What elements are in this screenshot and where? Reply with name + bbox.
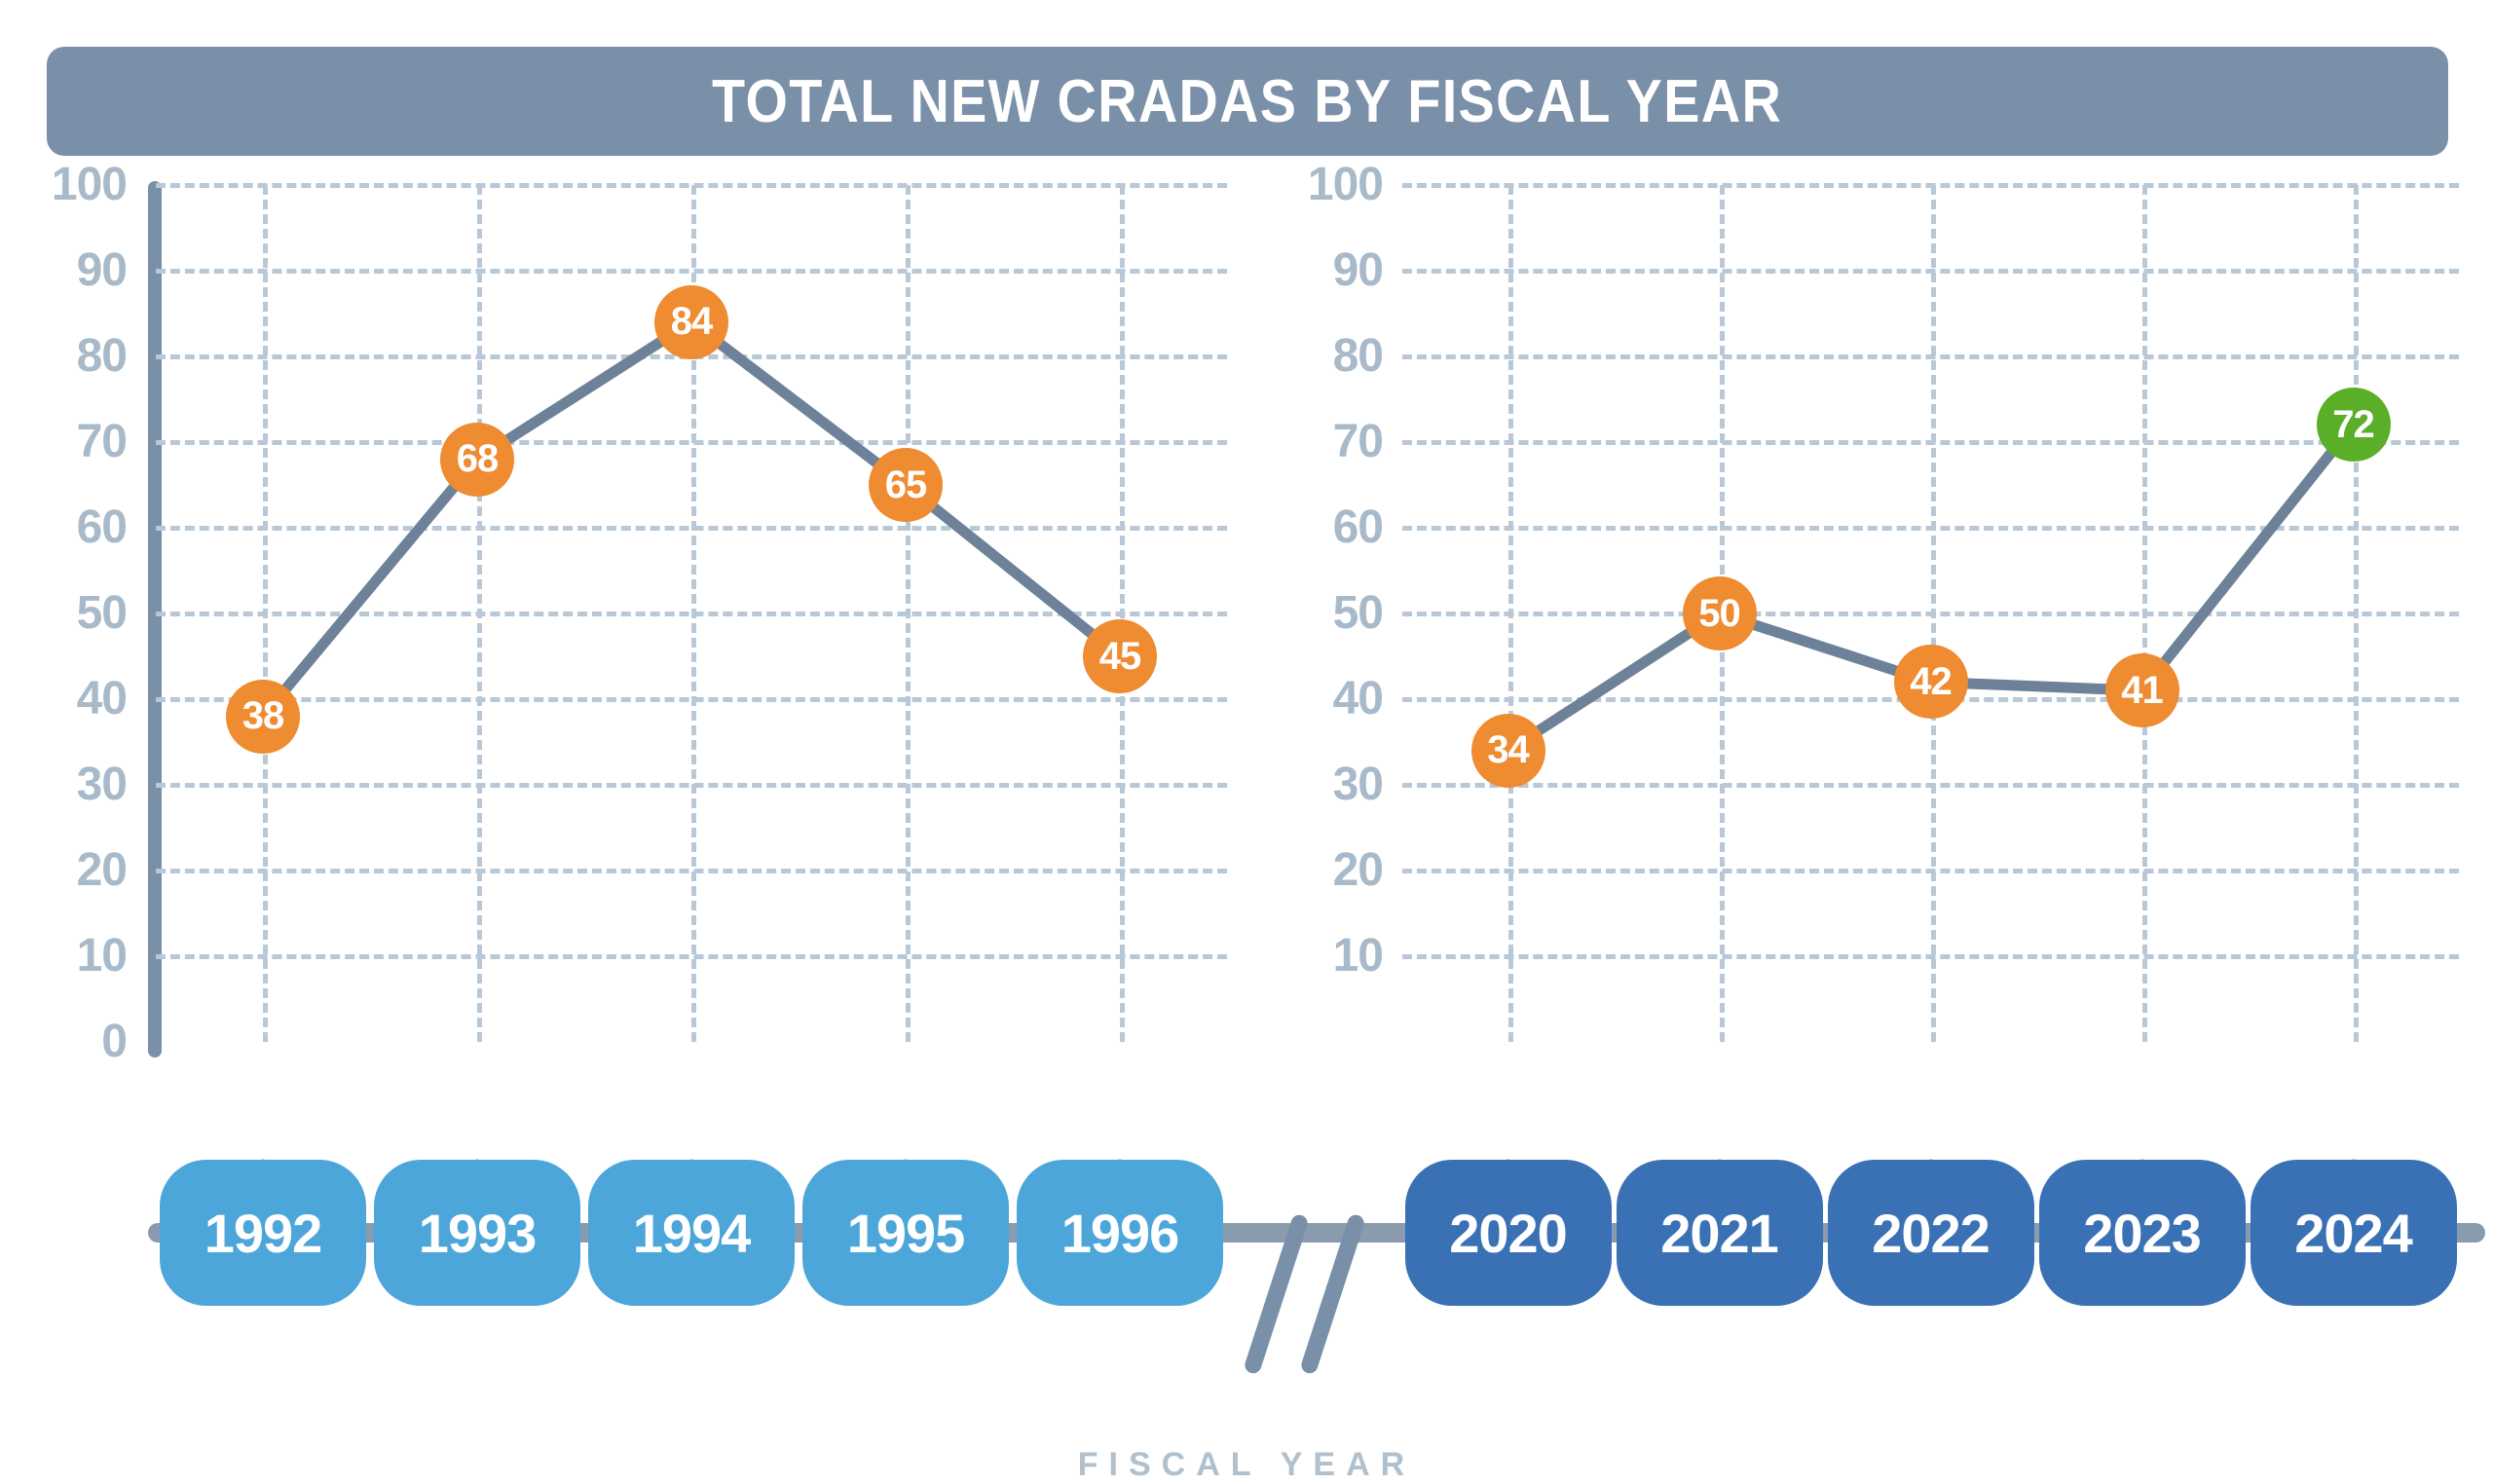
y-axis-labels-left: 0 10 20 30 40 50 60 70 80 90 100 xyxy=(0,162,128,1065)
grid-line-vertical xyxy=(1120,185,1125,1042)
data-point-marker[interactable]: 50 xyxy=(1682,576,1757,650)
series-line xyxy=(257,316,1126,723)
line-path-right xyxy=(1503,419,2359,757)
y-tick-label: 70 xyxy=(1332,416,1384,467)
data-point-marker[interactable]: 84 xyxy=(654,284,728,359)
data-point-marker[interactable]: 65 xyxy=(869,448,943,522)
x-axis-year-pill[interactable]: 2021 xyxy=(1616,1160,1823,1306)
y-tick-label: 0 xyxy=(101,1016,128,1067)
grid-line-vertical xyxy=(477,185,482,1042)
y-tick-label: 60 xyxy=(1332,501,1384,553)
y-tick-label: 30 xyxy=(1332,759,1384,810)
x-axis-year-pill[interactable]: 1994 xyxy=(588,1160,795,1306)
data-point-marker[interactable]: 42 xyxy=(1893,645,1968,720)
y-tick-label: 50 xyxy=(76,587,128,639)
plot-area-right: 34 50 42 41 72 xyxy=(1402,183,2459,1042)
grid-line-vertical xyxy=(1930,185,1936,1042)
y-tick-label: 10 xyxy=(76,930,128,982)
y-tick-label: 100 xyxy=(51,159,128,210)
grid-line-vertical xyxy=(1507,185,1513,1042)
axis-break-slash-2 xyxy=(1299,1212,1366,1376)
x-axis-year-pill[interactable]: 2020 xyxy=(1404,1160,1612,1306)
x-axis-year-pill[interactable]: 2024 xyxy=(2250,1160,2457,1306)
y-tick-label: 10 xyxy=(1332,930,1384,982)
y-tick-label: 20 xyxy=(76,844,128,896)
y-tick-label: 40 xyxy=(1332,673,1384,724)
y-tick-label: 90 xyxy=(1332,244,1384,296)
grid-line-vertical xyxy=(263,185,268,1042)
data-point-marker[interactable]: 41 xyxy=(2104,653,2179,728)
x-axis-year-pill[interactable]: 1992 xyxy=(160,1160,366,1306)
y-axis-labels-right: 10 20 30 40 50 60 70 80 90 100 xyxy=(1256,162,1384,1042)
data-point-marker[interactable]: 34 xyxy=(1470,713,1545,788)
grid-line-vertical xyxy=(2353,185,2359,1042)
data-point-marker[interactable]: 45 xyxy=(1083,619,1157,693)
x-axis-title: FISCAL YEAR xyxy=(1077,1446,1416,1483)
y-tick-label: 80 xyxy=(1332,330,1384,382)
y-tick-label: 40 xyxy=(76,673,128,724)
axis-break-icon xyxy=(1243,1211,1379,1377)
data-point-marker[interactable]: 38 xyxy=(226,679,300,754)
x-axis-year-pill[interactable]: 2022 xyxy=(1827,1160,2034,1306)
y-axis-spine xyxy=(148,181,162,1057)
data-point-marker[interactable]: 68 xyxy=(440,422,514,497)
plot-area-left: 38 68 84 65 45 xyxy=(156,183,1227,1042)
grid-line-vertical xyxy=(906,185,911,1042)
x-axis-year-pill[interactable]: 1995 xyxy=(802,1160,1009,1306)
y-tick-label: 70 xyxy=(76,416,128,467)
y-tick-label: 80 xyxy=(76,330,128,382)
y-tick-label: 20 xyxy=(1332,844,1384,896)
y-tick-label: 30 xyxy=(76,759,128,810)
y-tick-label: 100 xyxy=(1307,159,1384,210)
y-tick-label: 60 xyxy=(76,501,128,553)
y-tick-label: 50 xyxy=(1332,587,1384,639)
y-tick-label: 90 xyxy=(76,244,128,296)
x-axis-year-pill[interactable]: 2023 xyxy=(2038,1160,2246,1306)
x-axis-year-pill[interactable]: 1993 xyxy=(374,1160,580,1306)
x-axis-year-pill[interactable]: 1996 xyxy=(1017,1160,1223,1306)
page-title: TOTAL NEW CRADAS BY FISCAL YEAR xyxy=(712,67,1783,135)
grid-line-vertical xyxy=(691,185,696,1042)
grid-line-vertical xyxy=(2141,185,2147,1042)
axis-break-slash-1 xyxy=(1243,1212,1310,1376)
chart-canvas: 0 10 20 30 40 50 60 70 80 90 100 10 20 30 40 50 60 70 80 9… xyxy=(0,162,2493,1483)
data-point-marker[interactable]: 72 xyxy=(2316,388,2391,463)
chart-title-bar: TOTAL NEW CRADAS BY FISCAL YEAR xyxy=(47,47,2448,156)
